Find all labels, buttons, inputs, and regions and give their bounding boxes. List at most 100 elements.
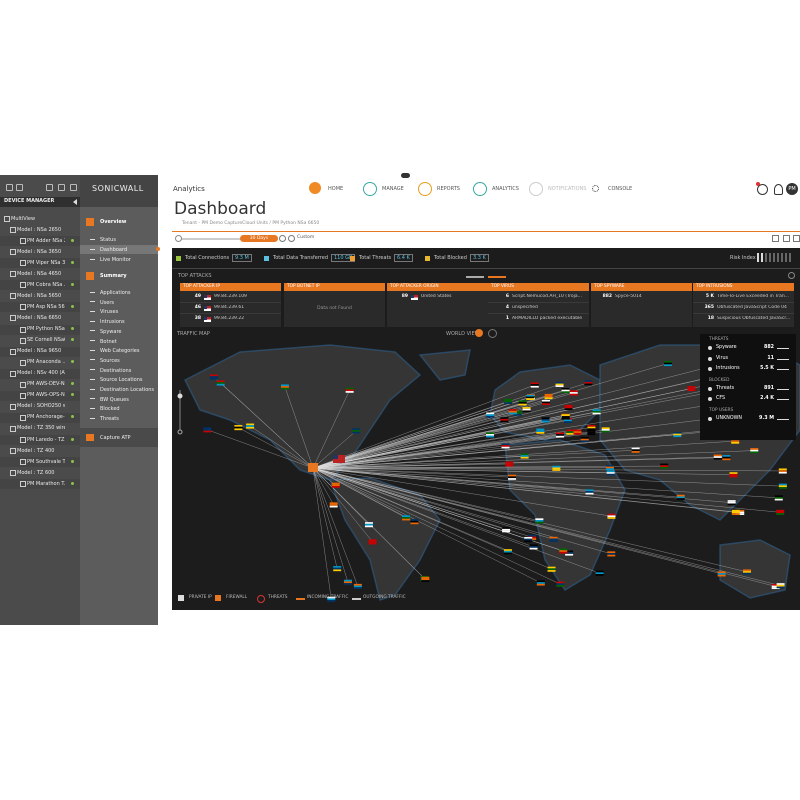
tool-icon[interactable] <box>793 235 800 242</box>
tree-item[interactable]: Model : NSa 9650 <box>17 348 62 355</box>
nav-item[interactable]: Users <box>100 299 115 306</box>
radio[interactable] <box>288 235 295 242</box>
nav-item[interactable]: Source Locations <box>100 377 143 384</box>
tree-item[interactable]: PM Cobra NSa ... <box>27 281 65 288</box>
nav-heading[interactable]: Overview <box>100 219 127 225</box>
tab-icon[interactable] <box>473 182 487 196</box>
tab-icon[interactable] <box>363 182 377 196</box>
tree-item[interactable]: PM Viper NSa 3... <box>27 259 65 266</box>
nav-item[interactable]: Sources <box>100 357 120 364</box>
tree-item[interactable]: PM Laredo - TZ... <box>27 436 65 443</box>
tree-box[interactable] <box>20 238 26 245</box>
tree-box[interactable] <box>20 414 26 421</box>
tree-item[interactable]: PM Marathon T... <box>27 480 65 487</box>
tree-item[interactable]: Model : TZ 600 <box>17 469 55 476</box>
nav-item[interactable]: Spyware <box>100 328 122 335</box>
tab-label[interactable]: CONSOLE <box>608 186 633 192</box>
tree-item[interactable]: MultiView <box>11 215 36 222</box>
tree-box[interactable] <box>20 282 26 289</box>
tree-item[interactable]: Model : NSa 6650 <box>17 314 62 321</box>
range-pill[interactable]: 30 Days <box>240 235 278 242</box>
pager[interactable] <box>466 276 484 278</box>
nav-item[interactable]: Capture ATP <box>100 435 131 441</box>
custom-label[interactable]: Custom <box>297 235 315 240</box>
nav-item[interactable]: Web Categories <box>100 348 140 355</box>
tree-item[interactable]: PM Anchorage-... <box>27 414 65 421</box>
tree-item[interactable]: Model : TZ 350 wireless-... <box>17 425 65 432</box>
toolbar-icon[interactable] <box>70 184 77 191</box>
tree-item[interactable]: PM Asp NSa 56... <box>27 303 65 310</box>
tree-box[interactable] <box>10 293 16 300</box>
nav-item[interactable]: Status <box>100 237 116 243</box>
tree-box[interactable] <box>20 337 26 344</box>
toolbar-icon[interactable] <box>16 184 23 191</box>
view-toggle[interactable] <box>475 329 483 337</box>
nav-item[interactable]: Live Monitor <box>100 257 131 263</box>
tree-box[interactable] <box>10 370 16 377</box>
nav-item[interactable]: Intrusions <box>100 319 125 326</box>
tree-item[interactable]: PM Southvale T... <box>27 458 65 465</box>
tree-box[interactable] <box>4 216 10 222</box>
nav-item[interactable]: Blocked <box>100 406 120 413</box>
tab-icon[interactable] <box>309 182 321 194</box>
tree-item[interactable]: Model : NSa 5650 <box>17 292 62 299</box>
tree-box[interactable] <box>10 403 16 410</box>
nav-item[interactable]: Destination Locations <box>100 387 155 393</box>
tree-box[interactable] <box>20 359 26 366</box>
tree-item[interactable]: Model : NSa 3650 <box>17 248 62 255</box>
tree-box[interactable] <box>20 459 26 466</box>
nav-heading[interactable]: Summary <box>100 273 127 279</box>
tree-item[interactable]: PM AWS-OPS-NS... <box>27 392 65 399</box>
radio[interactable] <box>279 235 286 242</box>
tree-box[interactable] <box>10 249 16 256</box>
toolbar-icon[interactable] <box>46 184 53 191</box>
tab-label[interactable]: NOTIFICATIONS <box>548 186 587 192</box>
tree-item[interactable]: PM AWS-DEV-NS... <box>27 381 65 388</box>
breadcrumb[interactable]: Tenant - PM Demo CaptureCloud Units / PM… <box>182 221 320 226</box>
toolbar-icon[interactable] <box>6 184 13 191</box>
tree-box[interactable] <box>10 348 16 355</box>
tree-item[interactable]: PM Python NSa... <box>27 326 65 332</box>
nav-item[interactable]: Dashboard <box>100 247 128 253</box>
tab-icon[interactable] <box>529 182 543 196</box>
view-label[interactable]: WORLD VIEW <box>446 331 480 337</box>
tree-box[interactable] <box>10 448 16 455</box>
nav-item[interactable]: Viruses <box>100 309 119 316</box>
alert-icon[interactable] <box>757 184 768 195</box>
tab-label[interactable]: ANALYTICS <box>492 186 519 192</box>
tree-box[interactable] <box>10 470 16 477</box>
toolbar-icon[interactable] <box>58 184 65 191</box>
tree-box[interactable] <box>10 315 16 322</box>
tree-box[interactable] <box>10 227 16 234</box>
tool-icon[interactable] <box>783 235 790 242</box>
tree-item[interactable]: PM Anaconda ... <box>27 359 65 366</box>
tab-label[interactable]: REPORTS <box>437 186 460 192</box>
tree-box[interactable] <box>20 304 26 311</box>
tab-label[interactable]: MANAGE <box>382 186 404 192</box>
tab-icon[interactable] <box>418 182 432 196</box>
tree-box[interactable] <box>20 481 26 488</box>
nav-item[interactable]: BW Queues <box>100 396 129 403</box>
tool-icon[interactable] <box>772 235 779 242</box>
expand-icon[interactable] <box>788 272 795 279</box>
tree-item[interactable]: Model : SOHO250 wirele... <box>17 403 65 410</box>
view-toggle[interactable] <box>488 329 497 338</box>
tree-item[interactable]: PM Adder NSa 2650 <box>27 237 65 244</box>
pager[interactable] <box>488 276 506 278</box>
tree-box[interactable] <box>20 260 26 267</box>
tree-item[interactable]: Model : TZ 400 <box>17 447 55 454</box>
tree-item[interactable]: Model : NSv 400 (AWS) <box>17 370 65 377</box>
collapse-icon[interactable] <box>73 199 77 205</box>
tree-box[interactable] <box>20 392 26 399</box>
nav-item[interactable]: Applications <box>100 290 131 296</box>
tree-box[interactable] <box>10 271 16 278</box>
tree-box[interactable] <box>10 425 16 432</box>
nav-item[interactable]: Threats <box>100 416 119 423</box>
help-icon[interactable] <box>774 184 783 195</box>
slider-knob[interactable] <box>175 235 182 242</box>
tree-box[interactable] <box>20 437 26 443</box>
tab-label[interactable]: HOME <box>328 186 344 192</box>
nav-item[interactable]: Botnet <box>100 338 117 345</box>
nav-item[interactable]: Destinations <box>100 367 132 374</box>
